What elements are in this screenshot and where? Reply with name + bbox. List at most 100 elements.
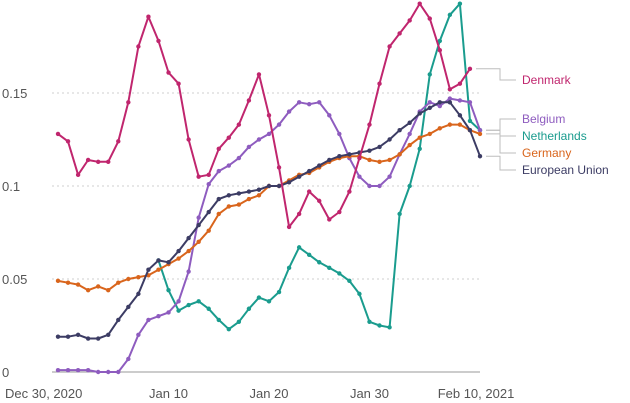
data-point xyxy=(306,189,312,194)
data-point xyxy=(266,131,272,137)
data-point xyxy=(226,204,232,209)
data-point xyxy=(146,317,151,323)
data-point xyxy=(337,154,342,159)
x-tick-label: Jan 10 xyxy=(149,386,188,401)
data-point xyxy=(306,168,312,174)
data-point xyxy=(136,274,141,280)
data-point xyxy=(196,215,201,220)
data-point xyxy=(377,183,382,189)
data-point xyxy=(317,163,322,168)
data-point xyxy=(427,16,432,21)
data-point xyxy=(196,299,201,304)
data-point xyxy=(447,96,453,101)
data-point xyxy=(75,282,81,287)
data-point xyxy=(397,128,402,133)
data-point xyxy=(196,239,201,244)
data-point xyxy=(347,189,352,194)
series-line-denmark xyxy=(57,2,471,228)
data-point xyxy=(65,139,71,144)
data-point xyxy=(75,367,81,373)
data-point xyxy=(457,81,463,86)
data-point xyxy=(367,122,372,127)
data-point xyxy=(55,131,61,137)
data-point xyxy=(377,159,382,165)
data-point xyxy=(467,128,473,133)
data-point xyxy=(397,211,402,217)
data-point xyxy=(236,202,242,207)
data-point xyxy=(236,122,242,127)
data-point xyxy=(457,113,463,118)
data-point xyxy=(327,157,332,163)
data-point xyxy=(106,159,111,165)
data-point xyxy=(246,189,252,194)
data-point xyxy=(176,256,181,261)
data-point xyxy=(447,100,453,105)
data-point xyxy=(246,196,252,202)
data-point xyxy=(457,98,463,103)
data-point xyxy=(176,81,181,86)
legend-label-netherlands: Netherlands xyxy=(522,129,587,143)
data-point xyxy=(276,165,282,170)
data-point xyxy=(176,308,181,313)
data-point xyxy=(467,66,473,72)
legend-leader-denmark xyxy=(476,68,516,81)
data-point xyxy=(216,317,221,323)
data-point xyxy=(286,109,292,114)
legend-leader-netherlands xyxy=(486,129,516,137)
data-point xyxy=(156,267,161,272)
data-point xyxy=(407,18,412,23)
legend-label-germany: Germany xyxy=(522,146,571,160)
series-lines xyxy=(55,1,483,375)
data-point xyxy=(156,258,161,263)
legend-leader-belgium xyxy=(486,118,516,131)
data-point xyxy=(337,271,342,276)
data-point xyxy=(65,367,71,373)
data-point xyxy=(437,126,443,131)
data-point xyxy=(106,287,111,293)
data-point xyxy=(65,334,71,339)
data-point xyxy=(286,180,292,185)
data-point xyxy=(407,120,412,125)
data-point xyxy=(55,367,61,373)
data-point xyxy=(176,299,181,304)
data-point xyxy=(136,291,141,297)
data-point xyxy=(387,157,392,163)
data-point xyxy=(467,100,473,105)
data-point xyxy=(407,142,412,148)
data-point xyxy=(85,287,91,293)
data-point xyxy=(186,248,191,254)
data-point xyxy=(407,183,412,189)
y-axis-ticks: 0 0.05 0.1 0.15 xyxy=(2,86,27,380)
data-point xyxy=(176,248,181,254)
data-point xyxy=(256,187,262,192)
x-tick-label: Dec 30, 2020 xyxy=(5,386,82,401)
data-point xyxy=(156,38,161,44)
data-point xyxy=(226,135,232,140)
data-point xyxy=(116,369,121,375)
data-point xyxy=(367,157,372,163)
data-point xyxy=(327,217,332,222)
data-point xyxy=(397,152,402,157)
y-tick-label: 0.05 xyxy=(2,272,27,287)
data-point xyxy=(126,276,131,282)
data-point xyxy=(55,334,61,339)
data-point xyxy=(75,332,81,337)
data-point xyxy=(186,302,191,308)
data-point xyxy=(387,325,392,330)
data-point xyxy=(377,323,382,328)
data-point xyxy=(306,252,312,258)
data-point xyxy=(246,306,252,311)
x-tick-label: Jan 20 xyxy=(249,386,288,401)
data-point xyxy=(477,128,483,133)
data-point xyxy=(226,193,232,198)
legend-label-belgium: Belgium xyxy=(522,112,565,126)
x-tick-label: Jan 30 xyxy=(350,386,389,401)
data-point xyxy=(166,287,171,293)
data-point xyxy=(367,183,372,189)
legend-leader-european-union xyxy=(486,155,516,171)
data-point xyxy=(266,299,272,304)
data-point xyxy=(477,154,483,159)
data-point xyxy=(427,100,432,105)
data-point xyxy=(317,198,322,204)
